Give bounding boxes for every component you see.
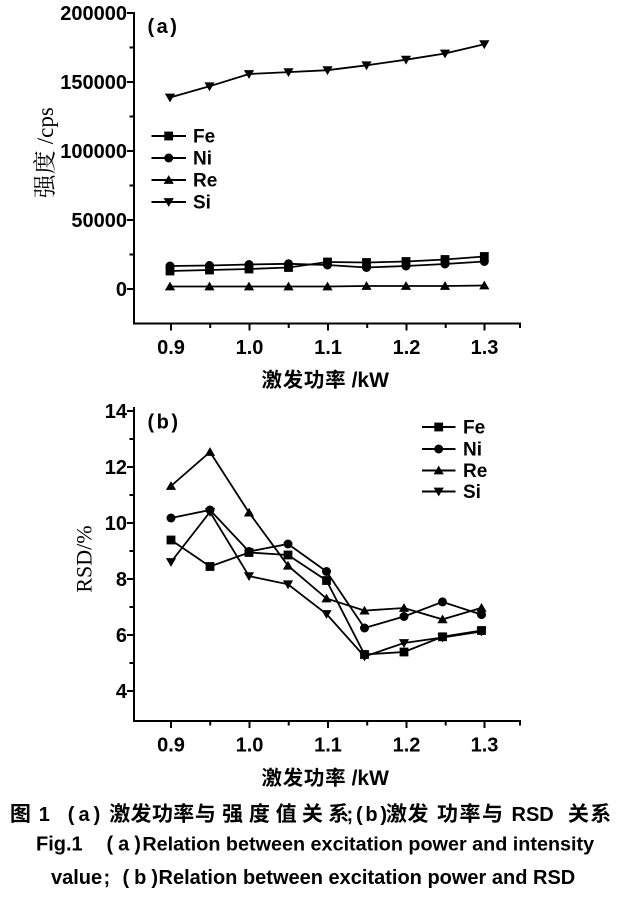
svg-text:Ni: Ni (193, 149, 212, 170)
svg-text:Si: Si (463, 482, 481, 503)
svg-text:Fe: Fe (193, 127, 215, 148)
svg-text:/cps: /cps (33, 107, 58, 144)
svg-text:14: 14 (105, 401, 128, 423)
svg-text:Fe: Fe (463, 418, 485, 439)
svg-text:1.2: 1.2 (393, 735, 421, 757)
svg-text:(b): (b) (123, 867, 164, 889)
svg-text:RSD/%: RSD/% (72, 525, 97, 592)
svg-text:Re: Re (463, 461, 487, 482)
svg-text:4: 4 (116, 681, 128, 703)
svg-text:100000: 100000 (60, 141, 127, 163)
svg-text:1.2: 1.2 (393, 337, 421, 359)
svg-text:6: 6 (116, 625, 127, 647)
svg-text:Si: Si (193, 193, 211, 214)
svg-text:;(b): ;(b) (347, 804, 390, 826)
svg-text:0.9: 0.9 (157, 337, 185, 359)
svg-text:50000: 50000 (71, 210, 127, 232)
svg-text:150000: 150000 (60, 72, 127, 94)
svg-text:1.1: 1.1 (314, 337, 342, 359)
svg-text:/kW: /kW (352, 767, 390, 790)
svg-text:Fig.1: Fig.1 (36, 834, 83, 856)
svg-text:0: 0 (116, 279, 127, 301)
svg-text:/kW: /kW (352, 369, 390, 392)
svg-text:1.0: 1.0 (236, 337, 264, 359)
svg-text:12: 12 (105, 457, 127, 479)
svg-text:value: value (51, 867, 102, 889)
svg-text:(a): (a) (68, 804, 104, 826)
svg-text:Ni: Ni (463, 440, 482, 461)
svg-text:;: ; (104, 867, 111, 889)
svg-text:8: 8 (116, 569, 127, 591)
svg-text:10: 10 (105, 513, 127, 535)
svg-text:1.3: 1.3 (471, 337, 499, 359)
svg-text:200000: 200000 (60, 3, 127, 25)
svg-text:Relation between excitation po: Relation between excitation power and RS… (159, 867, 576, 889)
svg-text:Re: Re (193, 171, 217, 192)
svg-text:(a): (a) (107, 834, 146, 856)
svg-text:0.9: 0.9 (157, 735, 185, 757)
svg-text:(a): (a) (148, 16, 180, 38)
svg-text:(b): (b) (148, 412, 181, 434)
svg-text:1.0: 1.0 (236, 735, 264, 757)
svg-text:RSD: RSD (512, 804, 554, 826)
svg-text:1.3: 1.3 (471, 735, 499, 757)
svg-text:1.1: 1.1 (314, 735, 342, 757)
svg-text:Relation between excitation po: Relation between excitation power and in… (142, 834, 594, 856)
svg-text:1: 1 (39, 804, 50, 826)
